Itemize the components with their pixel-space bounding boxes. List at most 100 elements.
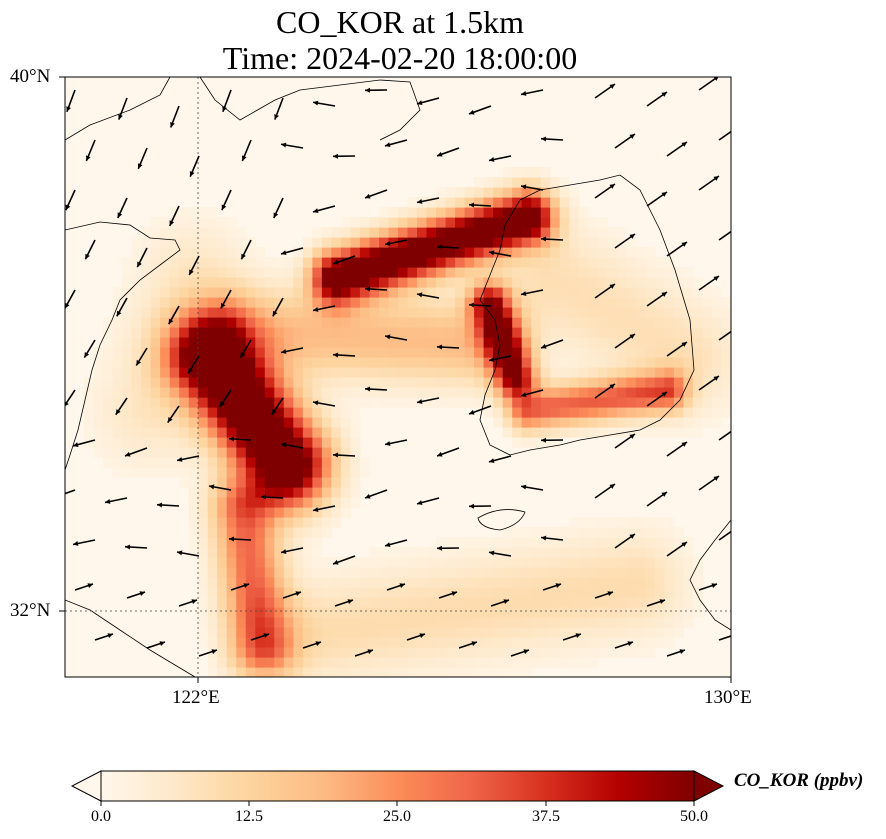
field-cell — [255, 287, 266, 298]
field-cell — [169, 297, 180, 308]
field-cell — [540, 557, 551, 568]
field-cell — [302, 617, 313, 628]
field-cell — [673, 527, 684, 538]
field-cell — [340, 467, 351, 478]
field-cell — [321, 577, 332, 588]
field-cell — [702, 327, 713, 338]
field-cell — [721, 307, 731, 318]
field-cell — [502, 577, 513, 588]
field-cell — [179, 467, 190, 478]
wind-arrow — [614, 533, 636, 549]
colorbar-tick: 50.0 — [680, 808, 708, 825]
field-cell — [455, 207, 466, 218]
field-cell — [635, 577, 646, 588]
field-cell — [597, 417, 608, 428]
field-cell — [188, 217, 199, 228]
field-cell — [350, 457, 361, 468]
field-cell — [635, 287, 646, 298]
field-cell — [445, 317, 456, 328]
wind-arrow — [542, 583, 562, 591]
field-cell — [692, 387, 703, 398]
field-cell — [160, 457, 171, 468]
field-cell — [226, 517, 237, 528]
field-cell — [417, 237, 428, 248]
field-cell — [445, 627, 456, 638]
field-cell — [664, 337, 675, 348]
field-cell — [321, 337, 332, 348]
field-cell — [160, 287, 171, 298]
wind-arrow — [416, 97, 440, 106]
field-cell — [474, 297, 485, 308]
field-cell — [379, 637, 390, 648]
field-cell — [150, 327, 161, 338]
field-cell — [712, 397, 723, 408]
field-cell — [474, 237, 485, 248]
field-cell — [245, 257, 256, 268]
field-cell — [226, 437, 237, 448]
field-cell — [264, 287, 275, 298]
field-cell — [179, 437, 190, 448]
field-cell — [312, 337, 323, 348]
field-cell — [141, 467, 152, 478]
field-cell — [245, 247, 256, 258]
field-cell — [283, 317, 294, 328]
field-cell — [359, 457, 370, 468]
field-cell — [388, 217, 399, 228]
field-cell — [578, 357, 589, 368]
wind-arrow — [272, 297, 284, 317]
field-cell — [207, 587, 218, 598]
field-cell — [169, 437, 180, 448]
field-cell — [597, 577, 608, 588]
field-cell — [169, 217, 180, 228]
field-cell — [493, 637, 504, 648]
field-cell — [340, 297, 351, 308]
field-cell — [255, 477, 266, 488]
field-cell — [226, 397, 237, 408]
field-cell — [588, 407, 599, 418]
field-cell — [531, 397, 542, 408]
field-cell — [673, 587, 684, 598]
field-cell — [293, 567, 304, 578]
field-cell — [179, 377, 190, 388]
field-cell — [112, 357, 123, 368]
field-cell — [578, 607, 589, 618]
field-cell — [122, 297, 133, 308]
field-cell — [531, 217, 542, 228]
field-cell — [150, 467, 161, 478]
field-cell — [283, 427, 294, 438]
field-cell — [255, 267, 266, 278]
field-cell — [274, 547, 285, 558]
field-cell — [264, 587, 275, 598]
field-cell — [578, 577, 589, 588]
field-cell — [398, 207, 409, 218]
field-cell — [407, 247, 418, 258]
field-cell — [169, 447, 180, 458]
field-cell — [436, 617, 447, 628]
field-cell — [226, 407, 237, 418]
field-cell — [236, 667, 247, 677]
field-cell — [207, 427, 218, 438]
field-cell — [141, 307, 152, 318]
field-cell — [569, 207, 580, 218]
field-cell — [464, 207, 475, 218]
field-cell — [179, 257, 190, 268]
field-cell — [179, 447, 190, 458]
field-cell — [236, 247, 247, 258]
field-cell — [122, 317, 133, 328]
wind-arrow — [666, 141, 688, 157]
field-cell — [198, 357, 209, 368]
field-cell — [226, 257, 237, 268]
field-cell — [179, 407, 190, 418]
field-cell — [226, 667, 237, 677]
field-cell — [379, 307, 390, 318]
field-cell — [540, 287, 551, 298]
field-cell — [673, 557, 684, 568]
field-cell — [236, 627, 247, 638]
field-cell — [455, 377, 466, 388]
field-cell — [455, 547, 466, 558]
field-cell — [578, 647, 589, 658]
field-cell — [188, 367, 199, 378]
field-cell — [597, 397, 608, 408]
field-cell — [502, 597, 513, 608]
field-cell — [112, 467, 123, 478]
